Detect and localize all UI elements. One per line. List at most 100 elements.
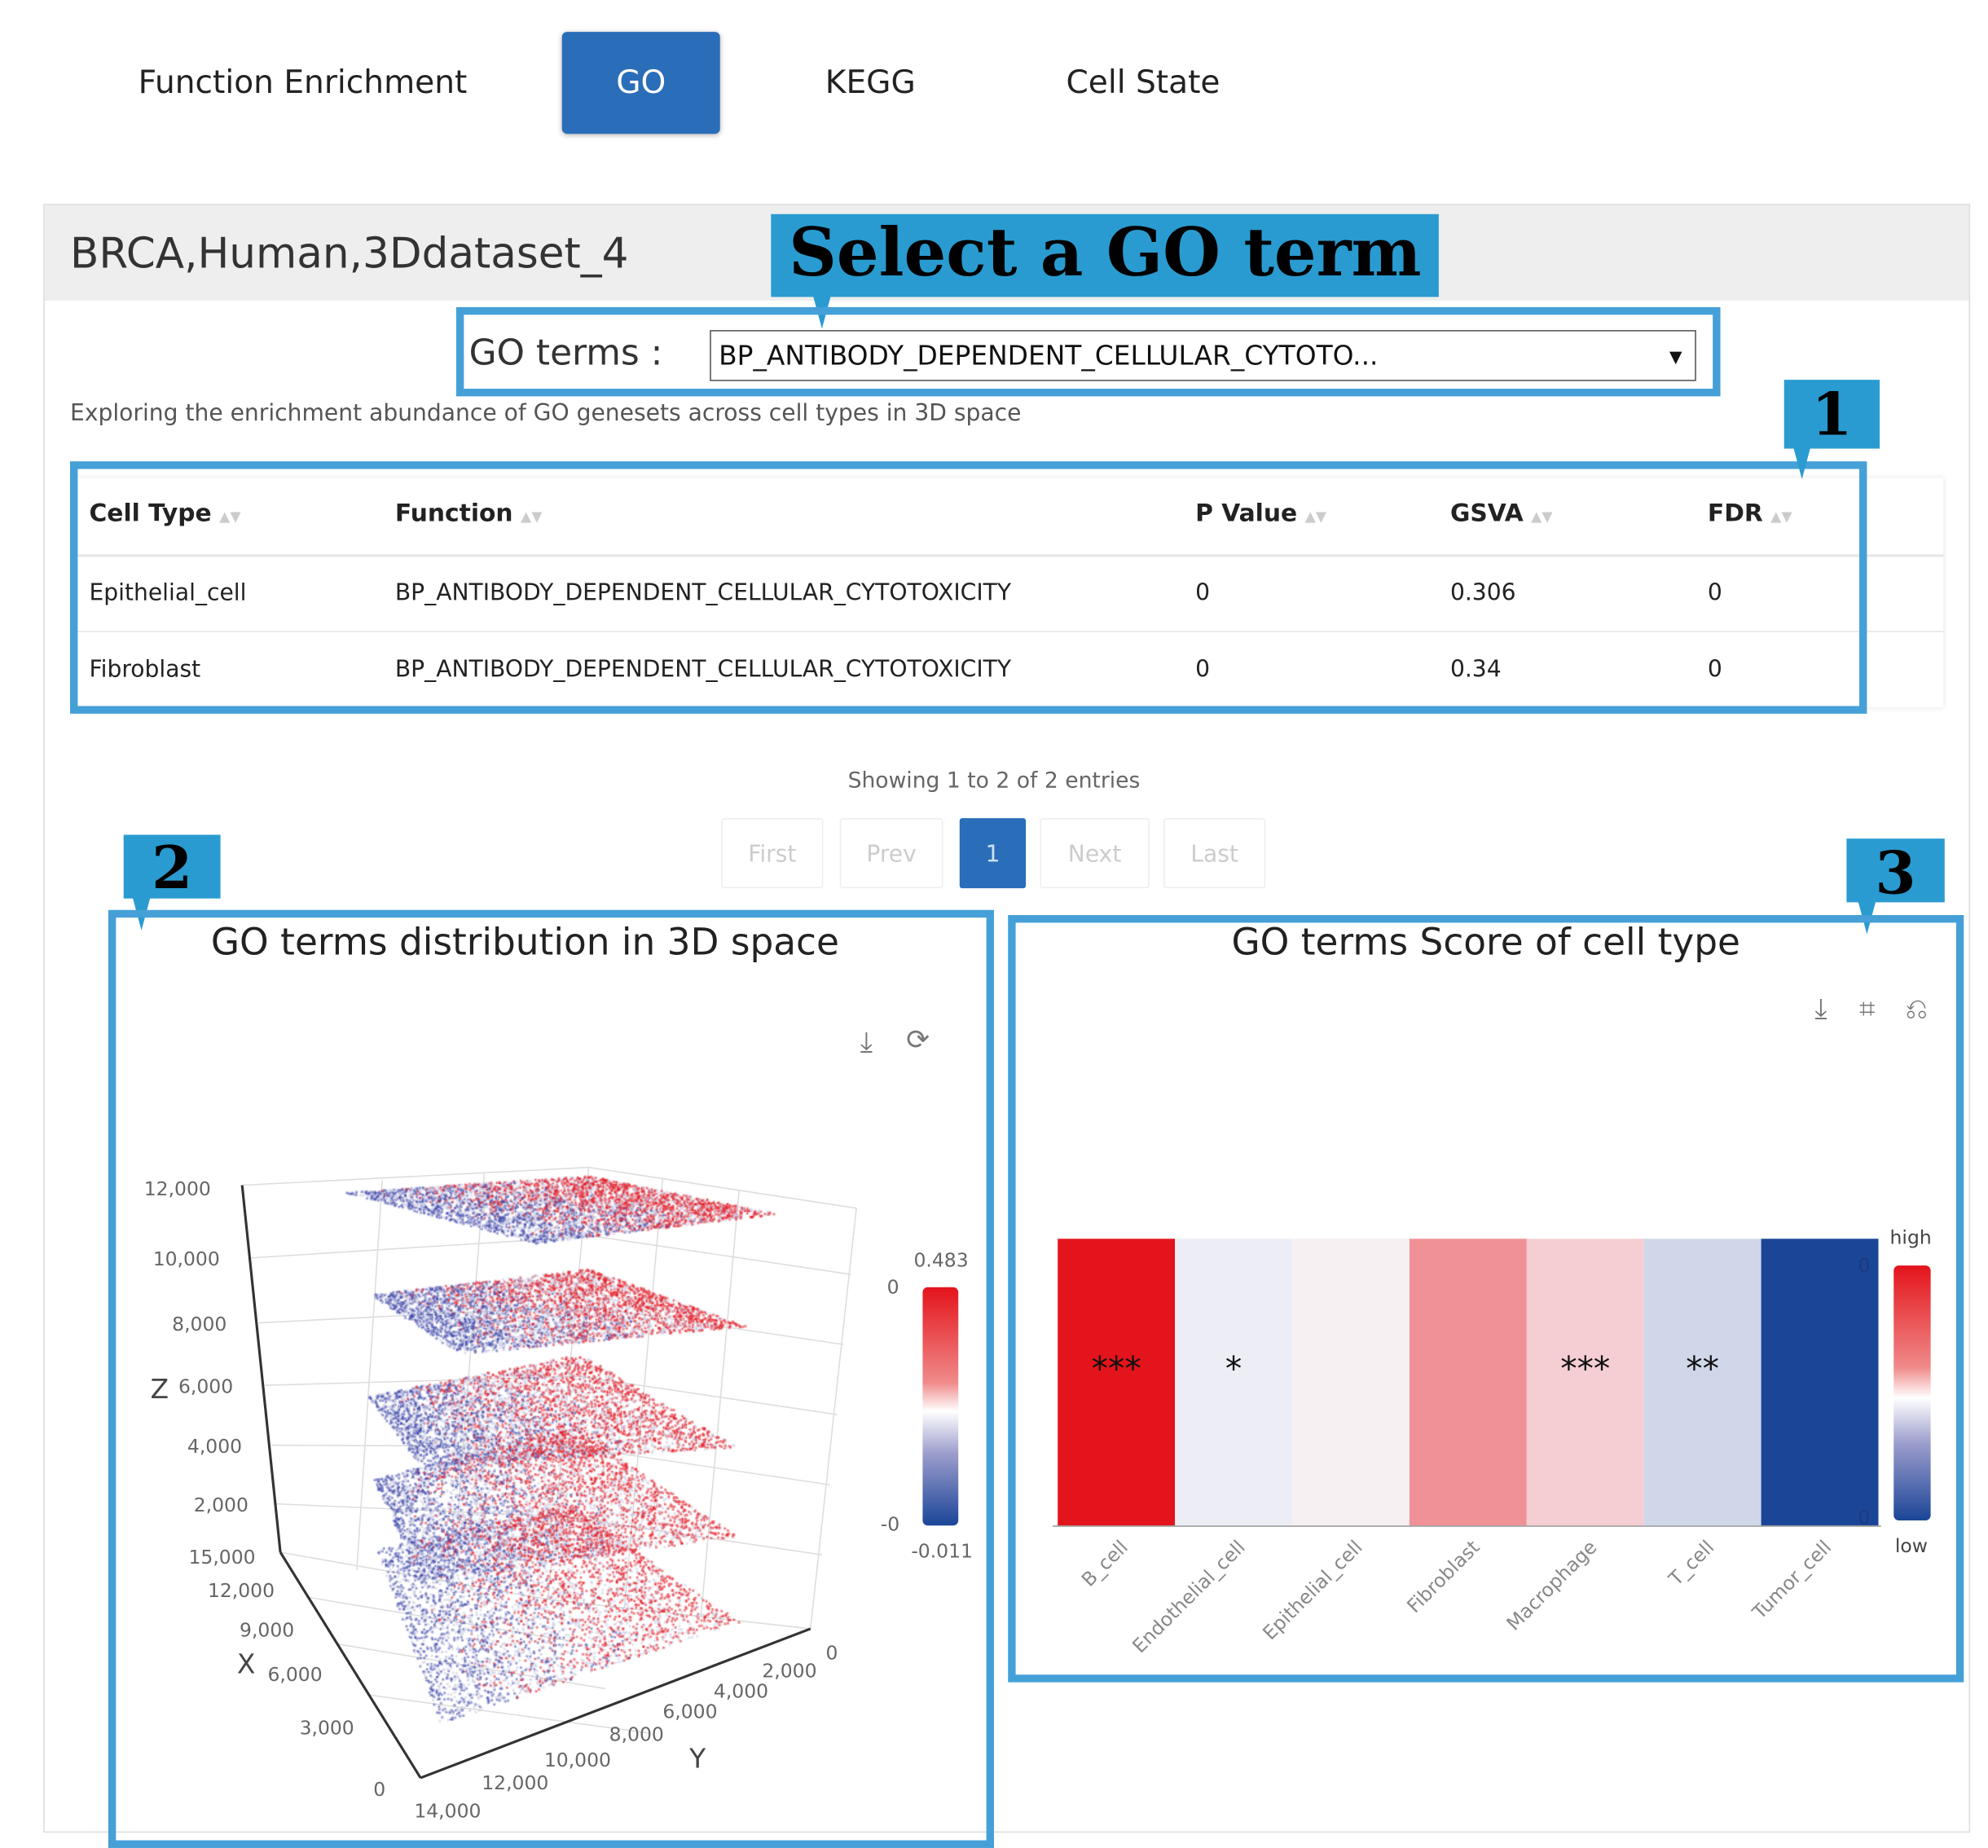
table-info: Showing 1 to 2 of 2 entries [847, 768, 1141, 794]
col-label: Cell Type [89, 499, 212, 528]
p-value: 0 [1195, 656, 1211, 684]
callout-3: 3 [1846, 838, 1945, 908]
description: Exploring the enrichment abundance of GO… [70, 400, 1022, 427]
divider [76, 631, 1944, 632]
z-axis-tick: 12,000 [143, 1177, 211, 1201]
heatmap-cell[interactable] [1291, 1239, 1410, 1526]
tab-kegg[interactable]: KEGG [825, 64, 916, 101]
heatmap-cell[interactable] [1409, 1239, 1527, 1526]
callout-pointer [1792, 446, 1811, 480]
colorbar-max-label: 0.483 [913, 1248, 969, 1272]
pagination-prev[interactable]: Prev [839, 818, 943, 889]
legend-high: high [1889, 1225, 1932, 1249]
x-axis-tick: 9,000 [240, 1618, 295, 1642]
fdr: 0 [1707, 656, 1722, 684]
heatmap-cell[interactable]: *** [1058, 1239, 1176, 1526]
function: BP_ANTIBODY_DEPENDENT_CELLULAR_CYTOTOXIC… [394, 579, 1012, 607]
col-header-p-value[interactable]: P Value ▲▼ [1195, 499, 1326, 527]
go-terms-select-value: BP_ANTIBODY_DEPENDENT_CELLULAR_CYTOTO... [719, 340, 1379, 372]
significance-label: * [1225, 1350, 1242, 1389]
y-axis-tick: 2,000 [762, 1659, 817, 1683]
refresh-icon[interactable]: ⟳ [906, 1024, 930, 1057]
heatmap-cell[interactable]: * [1175, 1239, 1292, 1526]
x-axis-label: X [236, 1648, 256, 1680]
table-highlight [70, 461, 1867, 714]
results-table [76, 477, 1944, 708]
col-label: FDR [1707, 499, 1763, 528]
heatmap-cell[interactable]: *** [1526, 1239, 1644, 1526]
significance-label: *** [1560, 1350, 1611, 1389]
heatmap-x-axis [1052, 1525, 1881, 1527]
y-axis-tick: 4,000 [713, 1679, 769, 1703]
fdr: 0 [1707, 579, 1722, 607]
z-axis-label: Z [150, 1374, 169, 1405]
colorbar-min-label: -0.011 [911, 1539, 973, 1563]
download-icon[interactable]: ⤓ [1814, 993, 1827, 1027]
tab-function-enrichment[interactable]: Function Enrichment [138, 64, 468, 101]
colorbar-bottom-tick: -0 [880, 1512, 900, 1536]
sort-icon: ▲▼ [219, 508, 241, 526]
heatmap-title: GO terms Score of cell type [1231, 920, 1740, 964]
heatmap-cell[interactable] [1761, 1239, 1879, 1526]
legend-bottom-tick: 0 [1858, 1506, 1871, 1529]
y-axis-tick: 8,000 [609, 1723, 664, 1746]
significance-label: *** [1091, 1350, 1141, 1389]
heatmap-colorbar[interactable] [1893, 1265, 1931, 1520]
z-axis-tick: 8,000 [172, 1313, 227, 1336]
select-go-term-callout: Select a GO term [771, 213, 1440, 297]
heatmap-cell[interactable]: ** [1643, 1239, 1761, 1526]
cell-type: Fibroblast [89, 656, 201, 684]
x-axis-tick: 3,000 [299, 1716, 354, 1740]
restore-icon[interactable]: ⎌ [1905, 993, 1928, 1027]
pagination-last[interactable]: Last [1163, 818, 1266, 889]
p-value: 0 [1195, 579, 1211, 607]
go-terms-label: GO terms : [468, 331, 663, 374]
significance-label: ** [1686, 1350, 1719, 1389]
z-axis-tick: 10,000 [152, 1247, 220, 1271]
cell-type: Epithelial_cell [89, 579, 247, 607]
chart-3d-title: GO terms distribution in 3D space [210, 920, 839, 964]
sort-icon: ▲▼ [520, 508, 543, 526]
x-axis-tick: 6,000 [267, 1663, 323, 1687]
colorbar-3d[interactable] [922, 1287, 959, 1526]
chevron-down-icon: ▾ [1669, 340, 1682, 372]
y-axis-label: Y [689, 1743, 706, 1775]
gsva: 0.34 [1449, 656, 1502, 684]
callout-1: 1 [1783, 380, 1880, 449]
legend-low: low [1894, 1534, 1928, 1558]
pagination-first[interactable]: First [721, 818, 824, 889]
crop-icon[interactable]: ⌗ [1859, 993, 1876, 1027]
col-header-cell-type[interactable]: Cell Type ▲▼ [89, 499, 240, 527]
col-header-gsva[interactable]: GSVA ▲▼ [1450, 499, 1553, 527]
gsva: 0.306 [1449, 579, 1516, 607]
y-axis-tick: 10,000 [543, 1748, 611, 1772]
go-terms-select[interactable]: BP_ANTIBODY_DEPENDENT_CELLULAR_CYTOTO...… [710, 330, 1696, 381]
sort-icon: ▲▼ [1770, 508, 1792, 526]
col-header-function[interactable]: Function ▲▼ [395, 499, 543, 527]
pagination-next[interactable]: Next [1040, 818, 1150, 889]
download-icon[interactable]: ⤓ [860, 1027, 873, 1059]
scatter-points-canvas[interactable] [319, 1146, 803, 1746]
pagination-page-1[interactable]: 1 [959, 818, 1027, 889]
divider [76, 554, 1944, 557]
function: BP_ANTIBODY_DEPENDENT_CELLULAR_CYTOTOXIC… [394, 656, 1012, 684]
x-axis-tick: 12,000 [207, 1578, 275, 1603]
x-axis-tick: 15,000 [188, 1546, 256, 1569]
sort-icon: ▲▼ [1531, 508, 1553, 526]
colorbar-top-tick: 0 [886, 1275, 899, 1299]
dataset-title: BRCA,Human,3Ddataset_4 [70, 227, 629, 278]
col-label: Function [394, 499, 513, 528]
tab-cell-state[interactable]: Cell State [1066, 64, 1221, 101]
z-axis-tick: 6,000 [178, 1375, 234, 1398]
col-header-fdr[interactable]: FDR ▲▼ [1708, 499, 1792, 527]
heatmap-highlight [1008, 915, 1964, 1683]
z-axis-tick: 2,000 [193, 1494, 248, 1517]
y-axis-tick: 0 [825, 1641, 838, 1665]
sort-icon: ▲▼ [1304, 508, 1327, 526]
tab-go[interactable]: GO [561, 32, 720, 134]
col-label: GSVA [1449, 499, 1524, 528]
go-select-highlight [455, 306, 1721, 397]
callout-2: 2 [123, 834, 221, 901]
legend-top-tick: 0 [1858, 1254, 1871, 1278]
